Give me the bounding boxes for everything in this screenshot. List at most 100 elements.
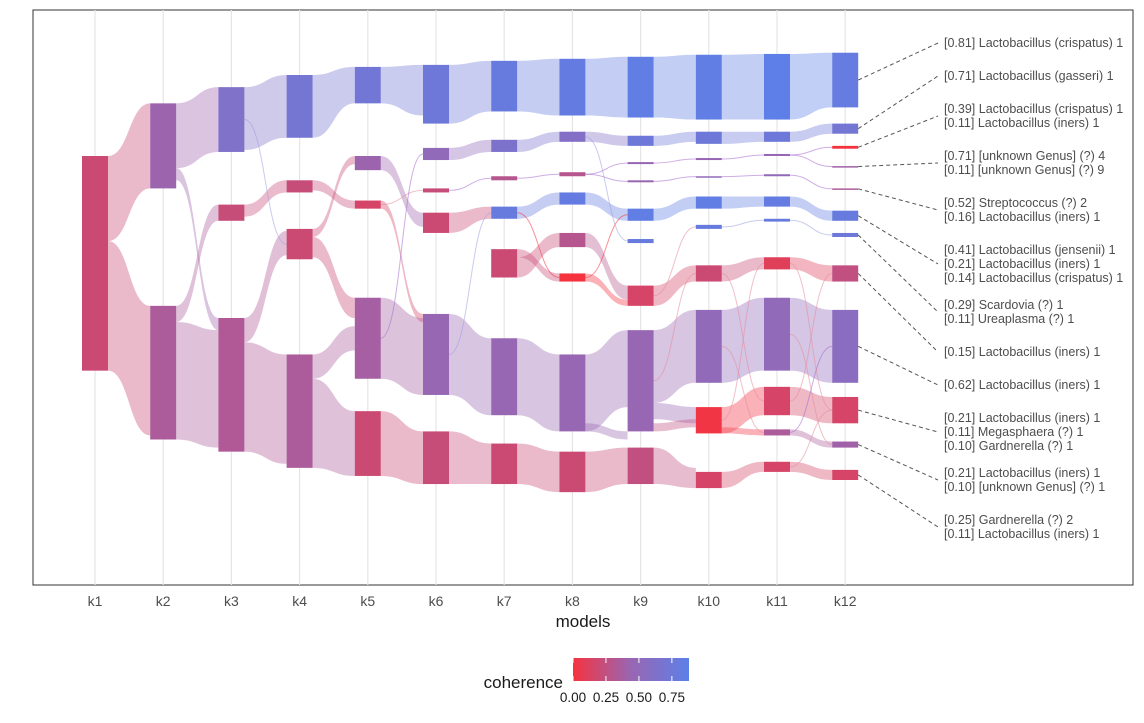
topic-node-k4-1: [286, 75, 313, 138]
thin-link-20: [721, 272, 765, 402]
topic-node-k12-8: [832, 265, 859, 282]
legend-tick-label-3: 0.75: [659, 690, 685, 705]
topic-node-k2-2: [150, 305, 177, 440]
annotation-leader-6: [857, 215, 939, 265]
topic-node-k9-3: [627, 162, 654, 165]
topic-node-k1-1: [82, 156, 108, 371]
topic-node-k6-4: [423, 212, 449, 233]
flow-band-43: [653, 196, 696, 221]
thin-link-9: [585, 214, 628, 278]
topic-node-k12-3: [832, 145, 859, 149]
x-tick-k2: k2: [156, 593, 171, 609]
topic-node-k9-7: [627, 285, 654, 306]
thin-link-15: [721, 154, 765, 160]
topic-node-k4-4: [286, 354, 313, 468]
flow-band-64: [790, 461, 833, 480]
annotation-4-line-1: [0.71] [unknown Genus] (?) 4: [944, 149, 1105, 163]
topic-node-k8-7: [559, 354, 586, 432]
flow-band-41: [653, 54, 696, 120]
topic-node-k6-6: [423, 431, 449, 485]
flow-band-13: [312, 237, 355, 318]
topic-node-k8-1: [559, 58, 586, 116]
thin-link-2: [380, 153, 424, 339]
topic-node-k11-5: [764, 196, 790, 207]
topic-node-k10-2: [695, 131, 722, 144]
flow-band-28: [517, 192, 560, 219]
topic-node-k2-1: [150, 103, 177, 189]
flow-band-0: [108, 103, 151, 242]
annotation-10-line-1: [0.21] Lactobacillus (iners) 1: [944, 411, 1100, 425]
topic-node-k5-2: [354, 156, 381, 171]
annotation-5-line-2: [0.16] Lactobacillus (iners) 1: [944, 210, 1100, 224]
flow-band-7: [244, 180, 287, 217]
x-tick-k3: k3: [224, 593, 239, 609]
topic-node-k6-1: [423, 64, 449, 124]
thin-link-10: [585, 136, 628, 242]
topic-node-k11-1: [764, 53, 790, 120]
x-tick-k8: k8: [565, 593, 580, 609]
topic-node-k11-6: [764, 218, 790, 222]
flow-band-18: [380, 200, 423, 323]
x-tick-k5: k5: [360, 593, 375, 609]
topic-node-k7-6: [491, 338, 518, 416]
legend-tick-label-0: 0.00: [560, 690, 586, 705]
x-axis-title: models: [556, 612, 611, 631]
annotation-6-line-1: [0.41] Lactobacillus (jensenii) 1: [944, 243, 1116, 257]
flow-band-44: [653, 265, 696, 306]
topic-node-k10-6: [695, 224, 722, 229]
topic-node-k8-3: [559, 172, 586, 177]
topic-node-k10-8: [695, 309, 722, 383]
annotation-3-line-1: [0.39] Lactobacillus (crispatus) 1: [944, 102, 1123, 116]
annotation-11-line-1: [0.21] Lactobacillus (iners) 1: [944, 466, 1100, 480]
topic-node-k7-7: [491, 443, 518, 485]
flow-band-42: [653, 131, 696, 146]
thin-link-14: [653, 272, 696, 382]
topic-nodes: [82, 52, 859, 493]
x-tick-k12: k12: [834, 593, 857, 609]
topic-node-k9-6: [627, 239, 654, 244]
flow-band-26: [517, 58, 560, 116]
thin-link-18: [721, 345, 765, 433]
annotation-4-line-2: [0.11] [unknown Genus] (?) 9: [944, 163, 1104, 177]
flow-band-14: [312, 326, 355, 379]
flow-band-52: [721, 257, 764, 282]
flow-band-4: [176, 204, 219, 323]
topic-node-k8-5: [559, 232, 586, 248]
topic-node-k11-10: [764, 429, 790, 436]
topic-node-k11-2: [764, 131, 790, 142]
flow-band-19: [380, 297, 423, 395]
topic-node-k10-1: [695, 54, 722, 120]
topic-node-k10-3: [695, 158, 722, 161]
flow-band-58: [790, 123, 833, 142]
topic-node-k9-4: [627, 180, 654, 183]
topic-node-k3-1: [218, 87, 245, 152]
annotation-10-line-2: [0.11] Megasphaera (?) 1: [944, 425, 1083, 439]
annotation-5-line-1: [0.52] Streptococcus (?) 2: [944, 196, 1087, 210]
topic-node-k3-3: [218, 318, 245, 452]
thin-flow-links: [244, 119, 833, 468]
topic-node-k7-5: [491, 249, 518, 278]
flow-band-9: [244, 342, 287, 464]
thin-link-11: [653, 158, 696, 164]
flow-band-51: [721, 196, 764, 209]
flow-band-60: [790, 257, 833, 282]
topic-node-k5-1: [354, 66, 381, 104]
flow-band-22: [449, 139, 492, 161]
topic-node-k12-12: [832, 469, 859, 480]
topic-node-k12-1: [832, 52, 859, 108]
thin-link-13: [653, 226, 696, 297]
flow-band-3: [176, 168, 219, 331]
annotation-2-line-1: [0.71] Lactobacillus (gasseri) 1: [944, 69, 1114, 83]
flow-band-59: [790, 196, 833, 221]
annotation-8-line-1: [0.15] Lactobacillus (iners) 1: [944, 345, 1100, 359]
thin-link-17: [721, 219, 765, 228]
annotation-leader-7: [857, 234, 939, 313]
topic-node-k12-10: [832, 396, 859, 424]
thin-link-29: [789, 409, 833, 468]
annotation-1-line-1: [0.81] Lactobacillus (crispatus) 1: [944, 36, 1123, 50]
topic-node-k7-4: [491, 206, 518, 219]
flow-band-37: [585, 273, 628, 306]
flow-band-15: [312, 378, 355, 476]
flow-band-54: [721, 386, 764, 434]
thin-link-1: [380, 189, 424, 206]
